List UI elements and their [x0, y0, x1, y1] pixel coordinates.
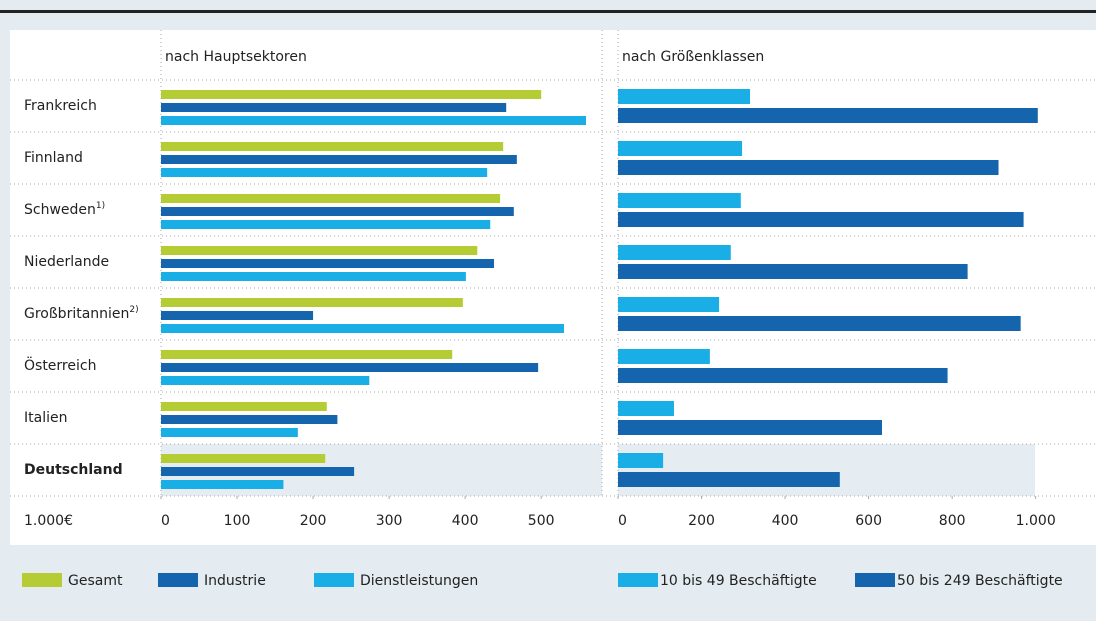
category-label: Deutschland [24, 462, 123, 478]
x-tick-label: 500 [528, 513, 555, 529]
bar [161, 298, 463, 307]
bar [618, 108, 1038, 123]
bar [161, 415, 338, 424]
legend-label: Dienstleistungen [360, 573, 478, 589]
bar [618, 141, 743, 156]
x-tick-label: 600 [855, 513, 882, 529]
category-label: Österreich [24, 356, 96, 374]
legend-label: Gesamt [68, 573, 123, 589]
legend-label: 10 bis 49 Beschäftigte [660, 573, 817, 589]
footnote-marker: 1) [96, 201, 105, 211]
bar [618, 160, 999, 175]
category-label: Frankreich [24, 98, 97, 114]
x-tick-label: 200 [688, 513, 715, 529]
bar [161, 454, 326, 463]
legend-swatch [314, 573, 354, 587]
bar [618, 212, 1024, 227]
bar [618, 472, 840, 487]
x-tick-label: 400 [772, 513, 799, 529]
x-tick-label: 400 [452, 513, 479, 529]
category-label: Großbritannien2) [24, 305, 139, 323]
bar [161, 467, 355, 476]
bar [618, 297, 720, 312]
category-label: Italien [24, 410, 67, 426]
category-name: Italien [24, 410, 67, 426]
footnote-marker: 2) [129, 305, 138, 315]
category-name: Niederlande [24, 254, 109, 270]
legend-swatch [22, 573, 62, 587]
bar [618, 89, 750, 104]
bar [161, 207, 514, 216]
x-tick-label: 300 [376, 513, 403, 529]
highlight-row [618, 444, 1035, 496]
legend-swatch [855, 573, 895, 587]
category-name: Großbritannien [24, 306, 129, 322]
bar [618, 316, 1021, 331]
bar [161, 376, 370, 385]
category-label: Schweden1) [24, 201, 105, 219]
bar [618, 401, 674, 416]
panel-title: nach Größenklassen [622, 49, 764, 65]
bar [161, 272, 466, 281]
bar [618, 193, 741, 208]
category-name: Österreich [24, 356, 96, 374]
bar [618, 264, 968, 279]
x-tick-label: 0 [161, 513, 170, 529]
legend-label: Industrie [204, 573, 266, 589]
bar [161, 168, 488, 177]
bar [618, 420, 882, 435]
top-rule [0, 10, 1096, 13]
x-tick-label: 0 [618, 513, 627, 529]
bar [618, 453, 664, 468]
category-name: Frankreich [24, 98, 97, 114]
bar [161, 311, 314, 320]
bar [161, 220, 491, 229]
bar [618, 245, 731, 260]
x-tick-label: 100 [224, 513, 251, 529]
bar [161, 155, 517, 164]
bar [618, 368, 948, 383]
bar [161, 402, 327, 411]
bar [161, 363, 539, 372]
x-tick-label: 1.000 [1016, 513, 1056, 529]
category-name: Finnland [24, 150, 83, 166]
bar [161, 116, 587, 125]
bar [161, 142, 504, 151]
bar [161, 194, 501, 203]
bar [161, 428, 298, 437]
legend-swatch [618, 573, 658, 587]
bar [161, 246, 478, 255]
bar [161, 324, 564, 333]
category-label: Finnland [24, 150, 83, 166]
bar [161, 259, 495, 268]
category-label: Niederlande [24, 254, 109, 270]
bar [161, 480, 284, 489]
unit-label: 1.000€ [24, 513, 73, 529]
x-tick-label: 800 [939, 513, 966, 529]
category-name: Schweden [24, 202, 96, 218]
category-name: Deutschland [24, 462, 123, 478]
bar [618, 349, 710, 364]
bar [161, 90, 542, 99]
panel-title: nach Hauptsektoren [165, 49, 307, 65]
bar [161, 350, 453, 359]
legend-swatch [158, 573, 198, 587]
bar [161, 103, 507, 112]
legend-label: 50 bis 249 Beschäftigte [897, 573, 1063, 589]
x-tick-label: 200 [300, 513, 327, 529]
